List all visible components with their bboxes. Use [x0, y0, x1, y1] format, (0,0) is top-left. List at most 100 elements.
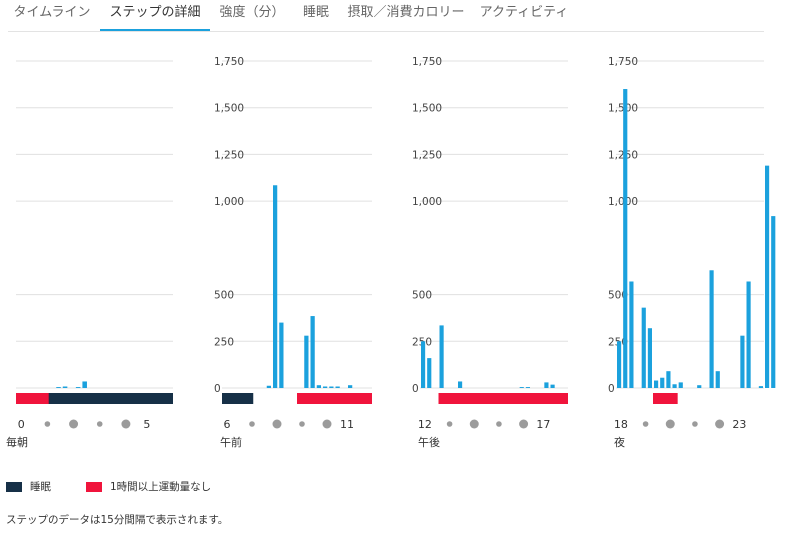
- panel-3-inactive-segment: [653, 393, 678, 404]
- legend-sleep-label: 睡眠: [30, 481, 51, 493]
- legend-inactive-label: 1時間以上運動量なし: [110, 481, 212, 493]
- legend-inactive-swatch: [86, 482, 102, 492]
- panel-3-hour-dot: [665, 419, 675, 429]
- tab-bar: タイムライン ステップの詳細 強度（分） 睡眠 摂取／消費カロリー アクティビテ…: [0, 0, 768, 32]
- panel-1-ytick-label: 250: [214, 336, 234, 348]
- tab-calories[interactable]: 摂取／消費カロリー: [347, 5, 465, 20]
- panel-1-ytick-label: 1,250: [214, 149, 244, 161]
- panel-3-ytick-label: 1,250: [608, 149, 638, 161]
- panel-1-step-bar: [304, 335, 309, 388]
- panel-0-hour-dot: [121, 419, 131, 429]
- panel-0-inactive-segment: [16, 393, 49, 404]
- tab-intensity[interactable]: 強度（分）: [219, 5, 285, 20]
- step-details-chart: 05毎朝02505001,0001,2501,5001,750611午前0250…: [6, 56, 776, 449]
- panel-2-hour-dot: [496, 421, 502, 427]
- legend-sleep-swatch: [6, 482, 22, 492]
- panel-3-step-bar: [623, 89, 628, 389]
- panel-2-step-bar: [550, 384, 555, 388]
- panel-3-period-label: 夜: [614, 435, 625, 449]
- panel-2-inactive-segment: [438, 393, 568, 404]
- panel-3-ytick-label: 0: [608, 383, 615, 395]
- panel-1-ytick-label: 1,750: [214, 56, 244, 68]
- panel-3-step-bar: [647, 328, 652, 388]
- tab-activity[interactable]: アクティビティ: [479, 5, 569, 20]
- panel-1-end-hour-label: 11: [340, 418, 354, 431]
- panel-2-hour-dot: [519, 419, 529, 429]
- panel-1-hour-dot: [322, 419, 332, 429]
- panel-2-period-label: 午後: [418, 435, 440, 449]
- panel-1-step-bar: [266, 385, 271, 388]
- panel-1-step-bar: [348, 385, 353, 388]
- panel-3-step-bar: [629, 281, 634, 388]
- interval-footnote: ステップのデータは15分間隔で表示されます。: [6, 514, 229, 526]
- tab-step-details[interactable]: ステップの詳細: [109, 5, 201, 20]
- panel-1-step-bar: [329, 386, 334, 388]
- active-tab-indicator: [100, 29, 210, 31]
- panel-2-start-hour-label: 12: [418, 418, 432, 431]
- panel-3-step-bar: [715, 371, 720, 388]
- panel-0-step-bar: [75, 387, 81, 388]
- panel-2-ytick-label: 1,500: [412, 103, 442, 115]
- panel-3-step-bar: [771, 216, 776, 388]
- panel-3-ytick-label: 1,500: [608, 103, 638, 115]
- panel-3-step-bar: [660, 377, 665, 388]
- tab-timeline[interactable]: タイムライン: [13, 5, 91, 20]
- panel-0-sleep-segment: [22, 393, 173, 404]
- panel-2-step-bar: [519, 387, 524, 388]
- tabs-divider: [8, 31, 764, 32]
- panel-2-end-hour-label: 17: [536, 418, 550, 431]
- panel-3-ytick-label: 1,000: [608, 196, 638, 208]
- panel-3-hour-dot: [692, 421, 698, 427]
- panel-1-step-bar: [316, 385, 321, 388]
- panel-3-ytick-label: 500: [608, 290, 628, 302]
- panel-3-step-bar: [666, 371, 671, 388]
- panel-3-step-bar: [678, 382, 683, 388]
- panel-2-ytick-label: 500: [412, 290, 432, 302]
- panel-2-hour-dot: [446, 421, 453, 427]
- panel-1-step-bar: [323, 386, 328, 388]
- panel-1-hour-dot: [299, 421, 305, 427]
- panel-1-hour-dot: [249, 421, 255, 427]
- panel-2-step-bar: [439, 325, 444, 388]
- panel-1-inactive-segment: [297, 393, 372, 404]
- panel-0-hour-dot: [96, 421, 103, 427]
- panel-1-ytick-label: 1,500: [214, 103, 244, 115]
- panel-1-hour-dot: [272, 419, 282, 429]
- panel-2-ytick-label: 0: [412, 383, 419, 395]
- panel-0-step-bar: [62, 386, 68, 388]
- panel-2-hour-dot: [469, 419, 479, 429]
- panel-1-step-bar: [335, 386, 340, 388]
- panel-0-step-bar: [56, 387, 61, 388]
- panel-3-step-bar: [746, 281, 751, 388]
- panel-3-step-bar: [654, 380, 659, 388]
- panel-2-ytick-label: 1,250: [412, 149, 442, 161]
- panel-2-step-bar: [427, 358, 432, 388]
- panel-3-hour-dot: [715, 419, 725, 429]
- panel-2-ytick-label: 1,000: [412, 196, 442, 208]
- panel-3-ytick-label: 1,750: [608, 56, 638, 68]
- panel-1-ytick-label: 500: [214, 290, 234, 302]
- panel-0-start-hour-label: 0: [18, 418, 25, 431]
- panel-3-step-bar: [740, 335, 745, 388]
- panel-3-end-hour-label: 23: [732, 418, 746, 431]
- panel-1-ytick-label: 1,000: [214, 196, 244, 208]
- panel-1-ytick-label: 0: [214, 383, 221, 395]
- panel-0-step-bar: [82, 381, 87, 388]
- panel-3-step-bar: [709, 270, 714, 388]
- panel-3-step-bar: [765, 165, 770, 388]
- panel-3-step-bar: [641, 307, 646, 388]
- panel-0-end-hour-label: 5: [143, 418, 150, 431]
- panel-1-step-bar: [279, 322, 284, 388]
- panel-3-step-bar: [697, 385, 702, 388]
- panel-3-step-bar: [758, 386, 763, 388]
- panel-0-period-label: 毎朝: [6, 436, 28, 449]
- tab-sleep[interactable]: 睡眠: [302, 5, 329, 20]
- panel-0-hour-dot: [44, 421, 51, 427]
- panel-3-start-hour-label: 18: [614, 418, 628, 431]
- panel-2-step-bar: [525, 387, 530, 388]
- panel-2-ytick-label: 1,750: [412, 56, 442, 68]
- panel-1-start-hour-label: 6: [224, 418, 231, 431]
- panel-2-step-bar: [544, 382, 549, 388]
- panel-3-hour-dot: [642, 421, 649, 427]
- panel-0-hour-dot: [69, 419, 79, 429]
